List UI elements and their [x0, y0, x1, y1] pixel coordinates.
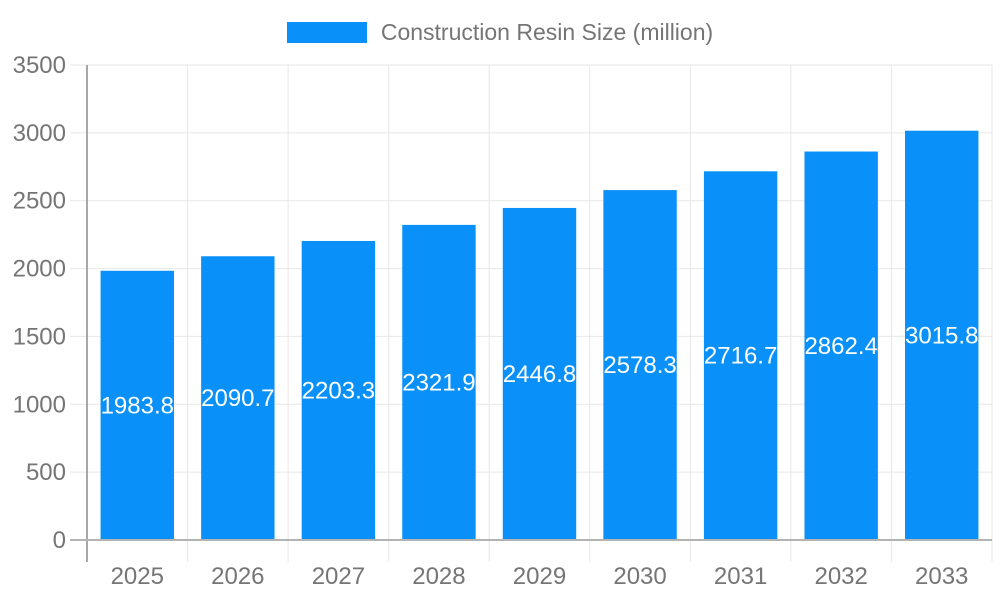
bar-value-label: 1983.8	[101, 392, 174, 419]
x-tick-label: 2028	[412, 563, 465, 590]
x-tick-label: 2026	[211, 563, 264, 590]
x-tick-label: 2030	[613, 563, 666, 590]
y-tick-label: 3000	[13, 120, 66, 147]
bar-value-label: 3015.8	[905, 322, 978, 349]
bar[interactable]	[502, 207, 577, 541]
x-tick-label: 2033	[915, 563, 968, 590]
x-tick-label: 2027	[312, 563, 365, 590]
y-tick-label: 3500	[13, 52, 66, 79]
bar[interactable]	[804, 151, 878, 540]
legend[interactable]: Construction Resin Size (million)	[0, 19, 1000, 45]
y-tick-label: 1500	[13, 323, 66, 350]
bar[interactable]	[603, 190, 677, 540]
x-tick-label: 2032	[814, 563, 867, 590]
bar-value-label: 2446.8	[503, 361, 576, 388]
legend-swatch	[286, 21, 367, 43]
y-tick-label: 2000	[13, 256, 66, 283]
bar-value-label: 2578.3	[603, 352, 676, 379]
x-tick-label: 2029	[513, 563, 566, 590]
bar[interactable]	[100, 270, 174, 540]
bar[interactable]	[905, 130, 979, 540]
y-tick-label: 1000	[13, 391, 66, 418]
bar[interactable]	[201, 256, 275, 540]
x-tick-label: 2025	[111, 563, 164, 590]
y-tick-label: 500	[26, 459, 66, 486]
bar[interactable]	[402, 224, 476, 540]
y-tick-label: 0	[53, 527, 66, 554]
bar-value-label: 2321.9	[402, 369, 475, 396]
bar[interactable]	[703, 171, 778, 540]
legend-label: Construction Resin Size (million)	[380, 19, 714, 45]
bar-value-label: 2203.3	[302, 377, 375, 404]
bar-value-label: 2716.7	[704, 343, 777, 370]
bar-value-label: 2862.4	[804, 333, 877, 360]
bar-value-label: 2090.7	[201, 385, 274, 412]
x-tick-label: 2031	[714, 563, 767, 590]
y-tick-label: 2500	[13, 188, 66, 215]
bar[interactable]	[301, 240, 376, 540]
